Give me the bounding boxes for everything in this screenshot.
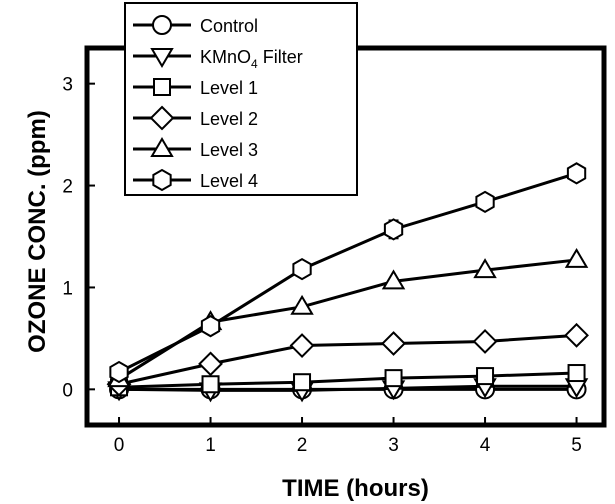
legend-marker: [150, 48, 174, 68]
data-point: [109, 360, 129, 384]
legend-label: Control: [200, 16, 258, 36]
series-line: [119, 384, 577, 392]
legend-box: [124, 2, 358, 196]
y-tick-label: 1: [62, 278, 73, 299]
legend-label: Level 2: [200, 109, 258, 129]
x-tick-label: 3: [388, 435, 399, 456]
series-line: [118, 258, 577, 381]
legend-label: Level 4: [200, 171, 258, 191]
data-point: [472, 329, 498, 354]
data-point: [384, 369, 403, 388]
y-tick-label: 0: [62, 380, 73, 401]
data-point: [201, 375, 220, 394]
data-point: [567, 364, 586, 383]
x-tick-label: 5: [571, 435, 582, 456]
x-tick-label: 2: [297, 435, 308, 456]
series-line: [118, 371, 577, 389]
y-axis-label: OZONE CONC. (ppm): [24, 110, 51, 353]
legend-label: Level 1: [200, 78, 258, 98]
data-point: [293, 373, 312, 392]
x-tick-label: 4: [480, 435, 491, 456]
data-point: [383, 218, 404, 241]
data-point: [564, 322, 589, 348]
data-point: [473, 258, 497, 279]
data-point: [198, 351, 223, 377]
legend-entry: Level 2: [133, 105, 258, 131]
data-point: [289, 333, 315, 358]
legend-entry: Level 1: [133, 78, 258, 98]
legend-label: Level 3: [200, 140, 258, 160]
x-tick-label: 1: [205, 435, 216, 456]
data-point: [566, 162, 587, 185]
axis-ticks: 0 1 2 3 4 5 0 1 2 3: [62, 75, 581, 456]
series-level-4: [109, 162, 587, 384]
series-line: [118, 171, 577, 374]
data-point: [381, 331, 406, 356]
data-point: [475, 190, 495, 214]
x-tick-label: 0: [114, 435, 125, 456]
legend-entry: Level 3: [133, 137, 258, 160]
series-line: [118, 333, 577, 386]
series-layer: [106, 162, 589, 403]
legend-entry: Level 4: [133, 168, 258, 192]
data-point: [200, 315, 221, 338]
data-point: [290, 294, 314, 315]
data-point: [292, 257, 312, 281]
legend-marker: [149, 105, 175, 131]
legend-marker: [150, 137, 174, 157]
legend-marker: [152, 15, 172, 35]
data-point: [476, 367, 495, 386]
x-axis-label: TIME (hours): [282, 475, 429, 502]
legend-marker: [152, 168, 172, 192]
legend-entry: Control: [133, 15, 258, 36]
legend-marker: [153, 78, 171, 96]
data-point: [381, 269, 406, 290]
y-tick-label: 2: [62, 177, 73, 198]
y-tick-label: 3: [62, 75, 73, 96]
data-point: [564, 247, 589, 268]
